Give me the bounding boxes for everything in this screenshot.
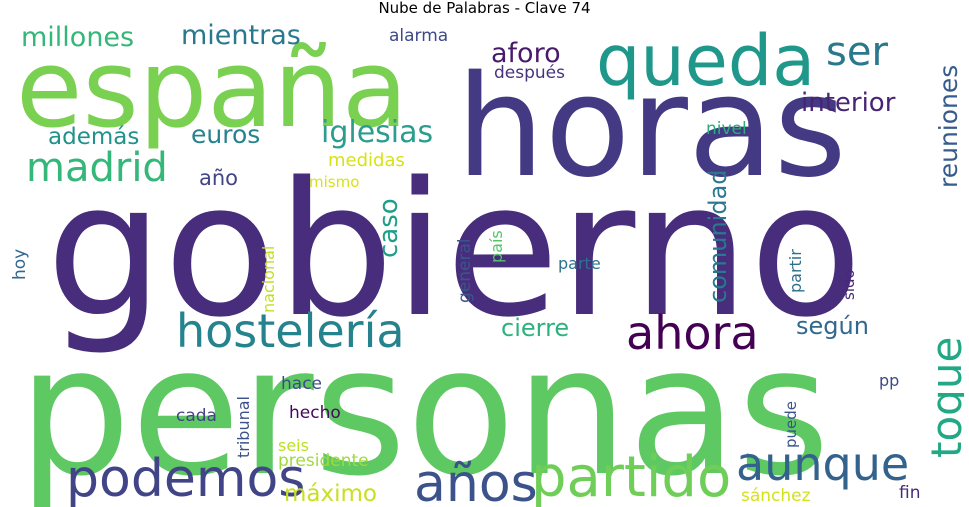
- word-maximo: máximo: [284, 481, 377, 507]
- word-ademas: además: [48, 124, 140, 150]
- word-reuniones: reuniones: [934, 64, 963, 188]
- word-ano: año: [199, 166, 239, 190]
- word-despues: después: [494, 63, 565, 83]
- word-partir: partir: [786, 249, 805, 293]
- word-nacional: nacional: [259, 245, 278, 313]
- word-iglesias: iglesias: [321, 115, 434, 150]
- word-hoy: hoy: [10, 248, 30, 280]
- word-alarma: alarma: [389, 26, 449, 46]
- word-queda: queda: [596, 20, 816, 102]
- word-mismo: mismo: [309, 173, 360, 191]
- word-comunidad: comunidad: [704, 169, 732, 303]
- word-interior: interior: [801, 88, 896, 118]
- word-sanchez: sánchez: [741, 486, 811, 506]
- word-medidas: medidas: [328, 150, 405, 171]
- word-pais: país: [487, 230, 506, 263]
- word-podemos: podemos: [66, 449, 306, 507]
- word-nivel: nivel: [706, 119, 747, 139]
- word-euros: euros: [191, 120, 261, 149]
- word-aforo: aforo: [491, 38, 561, 69]
- word-hosteleria: hostelería: [176, 304, 405, 358]
- word-espana: españa: [16, 27, 409, 152]
- word-cierre: cierre: [501, 314, 570, 342]
- word-aunque: aunque: [736, 437, 910, 491]
- word-hace: hace: [281, 374, 322, 394]
- word-tribunal: tribunal: [234, 396, 253, 458]
- word-hecho: hecho: [289, 403, 341, 423]
- word-puede: puede: [782, 400, 800, 448]
- word-madrid: madrid: [26, 145, 168, 191]
- word-pp: pp: [879, 371, 900, 390]
- word-presidente: presidente: [278, 451, 369, 471]
- word-toque: toque: [922, 336, 964, 458]
- word-parte: parte: [558, 254, 601, 273]
- word-general: general: [455, 238, 475, 303]
- word-caso: caso: [374, 198, 404, 258]
- word-millones: millones: [21, 22, 135, 53]
- word-seis: seis: [278, 436, 309, 455]
- word-ser: ser: [826, 29, 888, 75]
- word-anos: años: [414, 454, 538, 507]
- word-sido: sido: [840, 269, 858, 300]
- word-cloud: gobierno personas horas españa queda hos…: [6, 18, 964, 507]
- word-cada: cada: [176, 406, 217, 426]
- word-mientras: mientras: [181, 20, 301, 51]
- word-horas: horas: [456, 46, 847, 209]
- word-personas: personas: [18, 308, 830, 507]
- word-gobierno: gobierno: [46, 142, 863, 358]
- chart-title: Nube de Palabras - Clave 74: [378, 0, 591, 17]
- word-partido: partido: [531, 445, 732, 507]
- word-ahora: ahora: [626, 306, 759, 360]
- word-segun: según: [796, 312, 869, 340]
- word-fin: fin: [899, 483, 921, 503]
